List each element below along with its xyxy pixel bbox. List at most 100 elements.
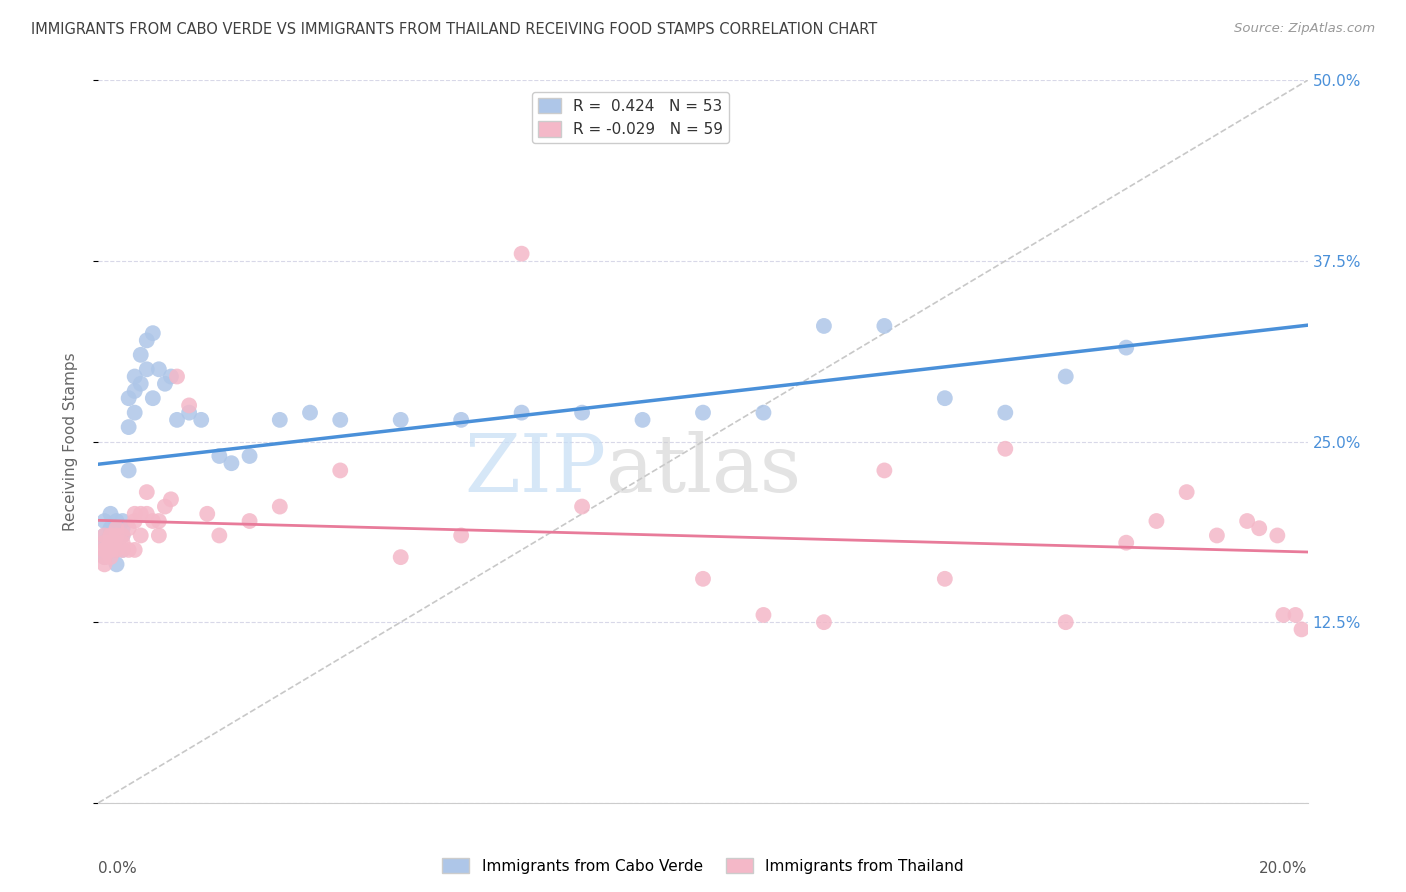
Point [1272,607,1295,622]
Point [100,528,122,542]
Text: Source: ZipAtlas.com: Source: ZipAtlas.com [1234,22,1375,36]
Point [93,514,115,528]
Point [111,542,134,557]
Point [111,542,134,557]
Text: ZIP: ZIP [464,432,606,509]
Point [93,535,115,549]
Legend: Immigrants from Cabo Verde, Immigrants from Thailand: Immigrants from Cabo Verde, Immigrants f… [436,852,970,880]
Point [148,362,170,376]
Point [1054,615,1077,630]
Point [129,528,152,542]
Point [752,607,775,622]
Point [1249,521,1271,535]
Point [148,528,170,542]
Point [105,528,128,542]
Point [934,391,956,405]
Point [105,521,128,535]
Point [129,376,152,391]
Point [100,542,122,557]
Point [1206,528,1229,542]
Point [166,369,188,384]
Point [105,528,128,542]
Point [269,413,291,427]
Point [124,384,146,398]
Point [93,542,115,557]
Point [1115,535,1137,549]
Point [111,528,134,542]
Point [142,326,165,340]
Point [153,376,176,391]
Legend: R =  0.424   N = 53, R = -0.029   N = 59: R = 0.424 N = 53, R = -0.029 N = 59 [531,92,730,144]
Point [105,542,128,557]
Point [873,463,896,477]
Point [329,413,352,427]
Point [450,413,472,427]
Point [389,550,412,565]
Point [813,318,835,333]
Point [124,507,146,521]
Point [239,449,262,463]
Point [124,406,146,420]
Point [153,500,176,514]
Point [994,406,1017,420]
Point [166,413,188,427]
Point [239,514,262,528]
Point [129,348,152,362]
Point [873,318,896,333]
Point [100,535,122,549]
Point [571,406,593,420]
Point [221,456,243,470]
Point [571,500,593,514]
Point [692,406,714,420]
Point [105,558,128,572]
Point [118,542,141,557]
Point [190,413,212,427]
Point [329,463,352,477]
Point [100,542,122,557]
Point [93,542,115,557]
Point [111,528,134,542]
Point [111,521,134,535]
Point [142,391,165,405]
Point [813,615,835,630]
Point [118,391,141,405]
Point [510,246,533,260]
Point [389,413,412,427]
Point [100,542,122,557]
Point [93,535,115,549]
Point [1291,623,1313,637]
Point [124,542,146,557]
Point [1284,607,1306,622]
Point [208,449,231,463]
Point [1144,514,1167,528]
Point [93,558,115,572]
Point [111,514,134,528]
Point [93,550,115,565]
Point [934,572,956,586]
Point [142,514,165,528]
Point [118,420,141,434]
Point [100,550,122,565]
Point [752,406,775,420]
Point [1054,369,1077,384]
Point [93,550,115,565]
Point [299,406,322,420]
Point [129,507,152,521]
Point [93,528,115,542]
Point [105,542,128,557]
Point [100,521,122,535]
Point [100,507,122,521]
Point [124,514,146,528]
Point [692,572,714,586]
Point [208,528,231,542]
Point [1175,485,1198,500]
Point [1267,528,1289,542]
Point [111,535,134,549]
Point [93,528,115,542]
Point [994,442,1017,456]
Point [135,362,157,376]
Text: atlas: atlas [606,432,801,509]
Text: 20.0%: 20.0% [1260,861,1308,876]
Point [1115,341,1137,355]
Point [148,514,170,528]
